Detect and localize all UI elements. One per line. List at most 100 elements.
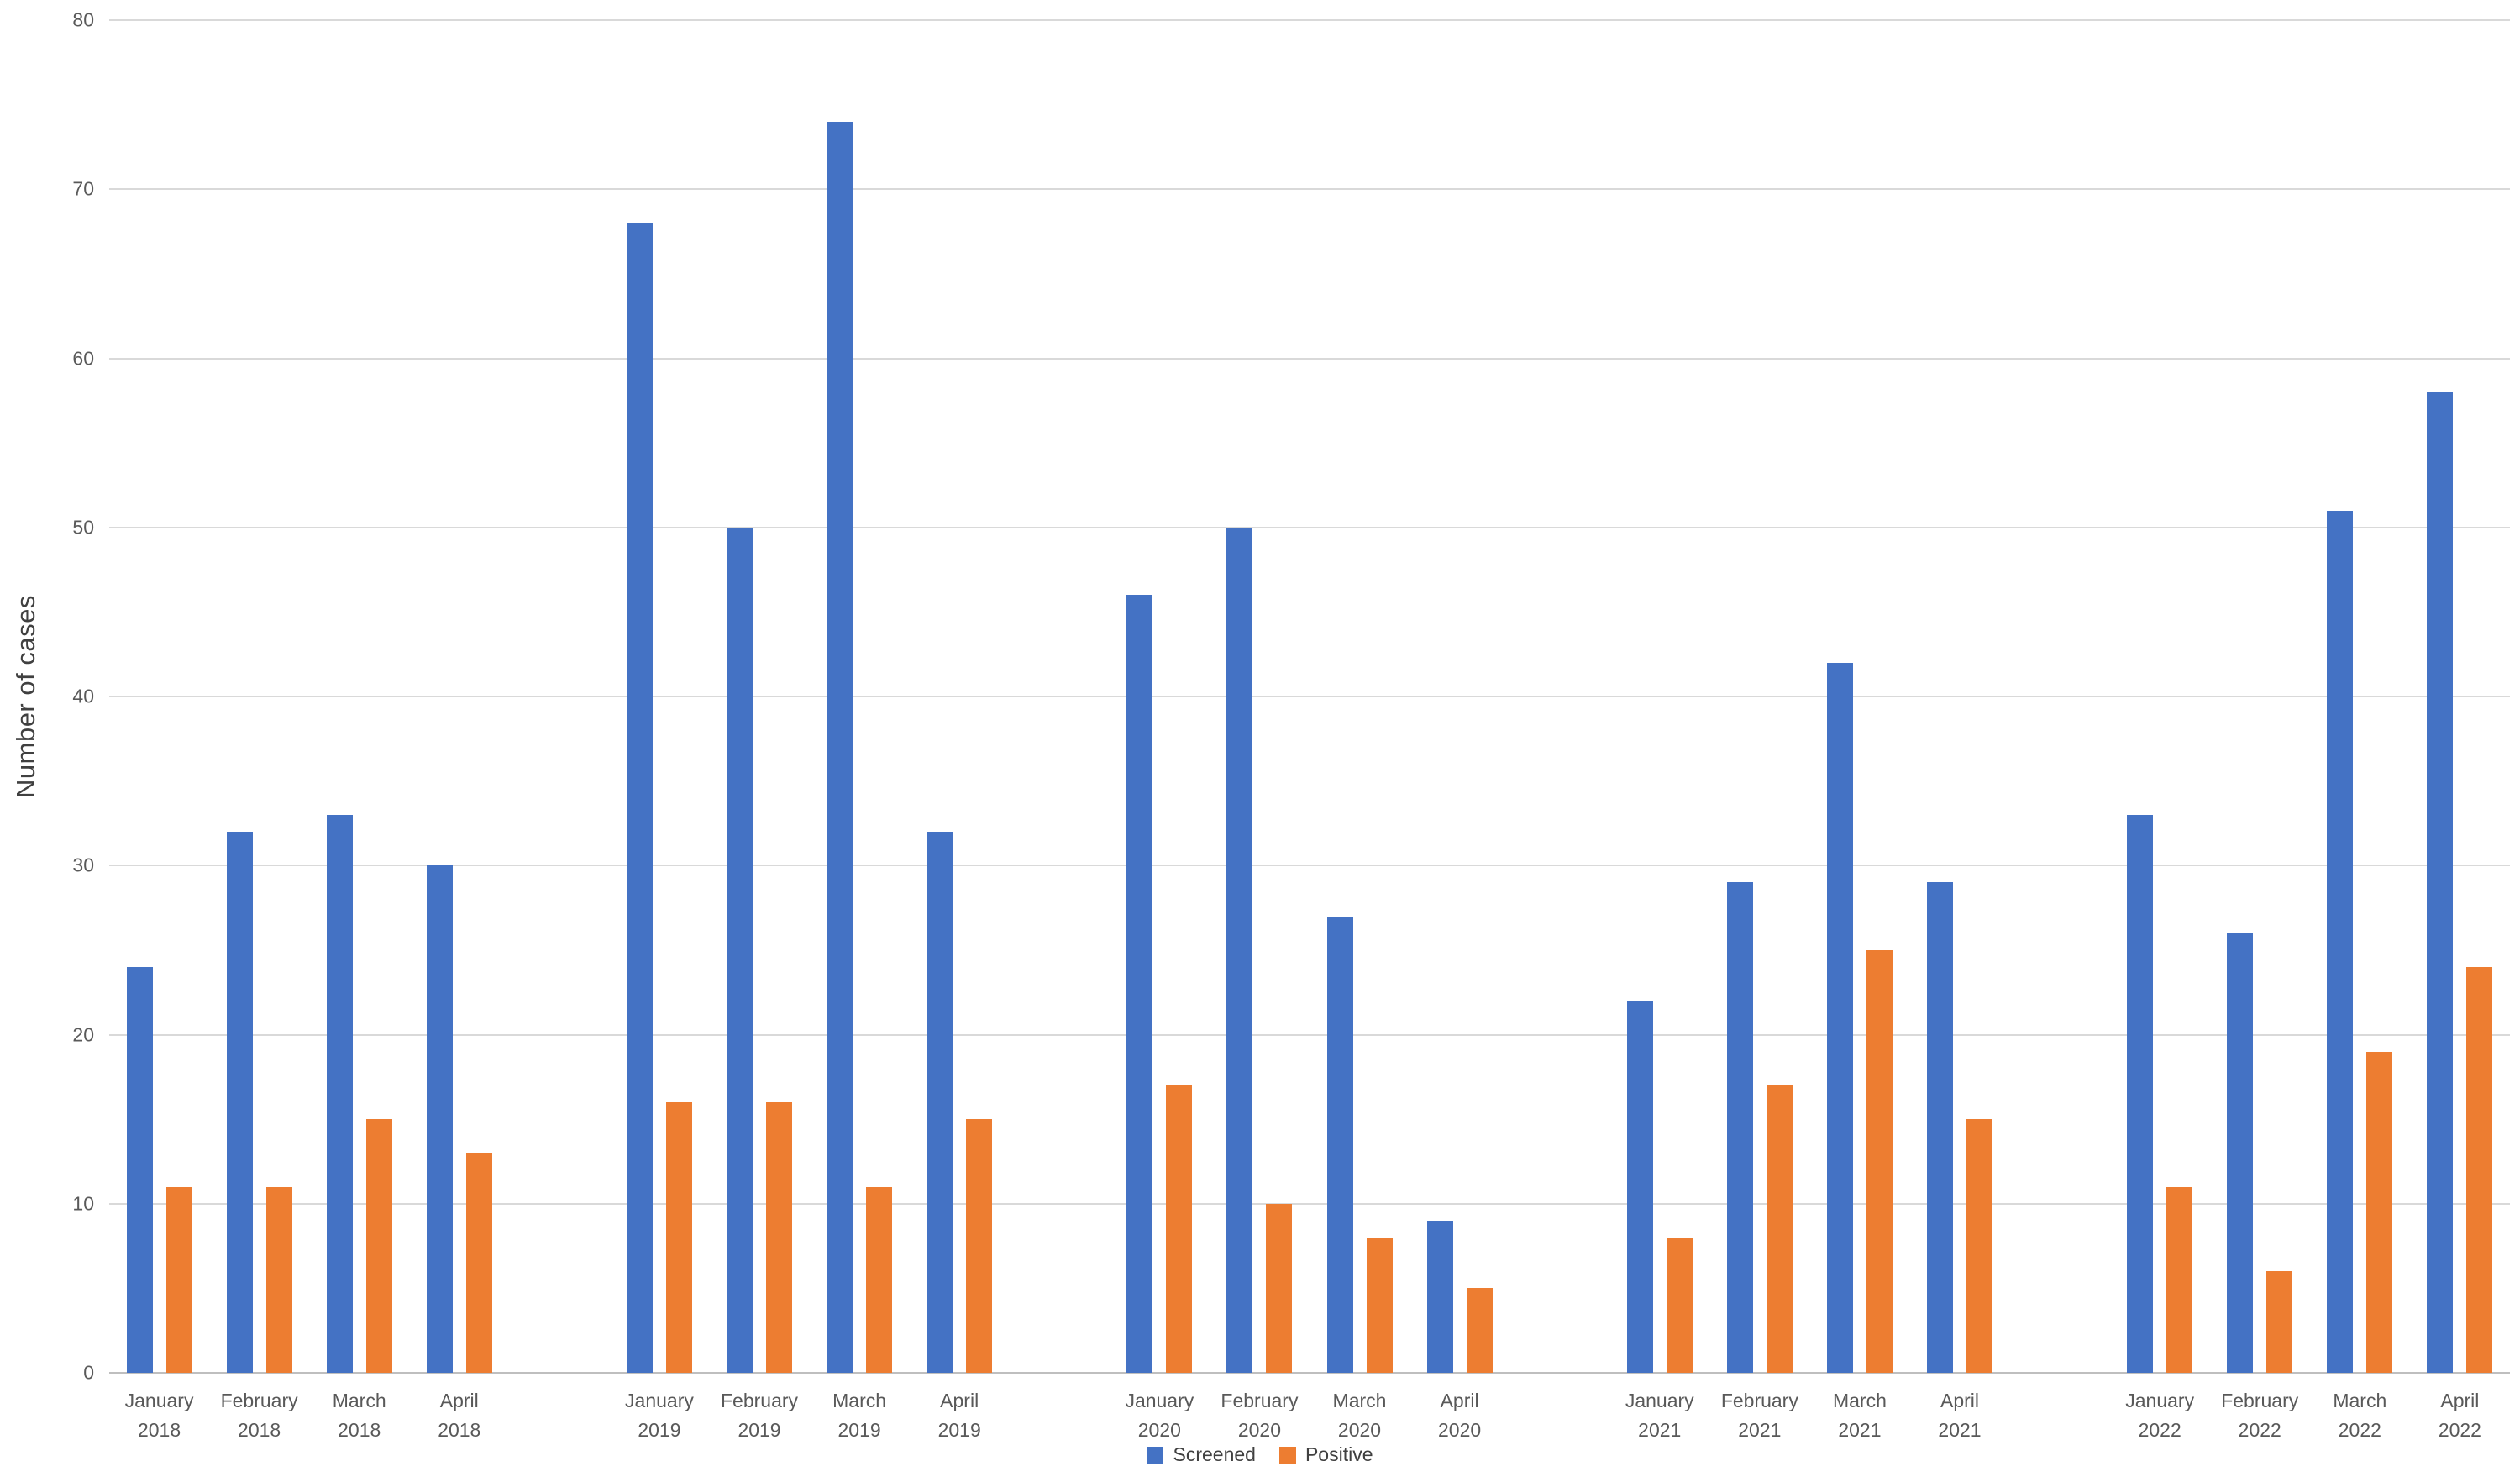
bar-screened	[1826, 662, 1853, 1373]
year-gap	[509, 20, 609, 1373]
x-axis-label: February 2021	[1709, 1386, 1809, 1444]
bar-screened	[727, 527, 753, 1373]
bar-group	[1709, 20, 1809, 1373]
bar-screened	[1926, 882, 1953, 1373]
bar-pair	[1326, 20, 1393, 1373]
x-axis-label-month: February	[721, 1390, 799, 1411]
bar-screened	[927, 832, 953, 1373]
x-axis-label-month: January	[1625, 1390, 1694, 1411]
x-axis-label-year: 2020	[1438, 1418, 1482, 1441]
x-axis-label: January 2018	[109, 1386, 209, 1444]
x-axis-label-year: 2019	[638, 1418, 681, 1441]
legend-item-screened: Screened	[1147, 1443, 1256, 1466]
x-axis-label-month: April	[1940, 1390, 1979, 1411]
bar-pair	[626, 20, 692, 1373]
gridline	[109, 19, 2510, 21]
x-axis-label-month: February	[1720, 1390, 1798, 1411]
x-axis-label-year: 2020	[1237, 1418, 1282, 1441]
year-gap	[1509, 20, 1609, 1373]
x-axis-label-month: January	[1125, 1390, 1194, 1411]
bar-screened	[1126, 595, 1153, 1373]
x-axis-label-year: 2018	[438, 1418, 481, 1441]
bar-positive	[1866, 949, 1893, 1373]
x-axis-label-year: 2019	[937, 1418, 981, 1441]
x-axis-label-month: March	[1332, 1390, 1387, 1411]
x-axis-labels: January 2018 February 2018 March 2018 April 201…	[109, 1386, 2510, 1444]
bar-pair	[1926, 20, 1992, 1373]
y-axis-tick-label: 40	[72, 685, 94, 707]
plot-area	[109, 19, 2510, 1374]
legend-swatch-screened-icon	[1147, 1446, 1164, 1464]
bar-group	[109, 20, 209, 1373]
x-axis-label-year: 2021	[1938, 1418, 1982, 1441]
x-axis-label: April 2018	[409, 1386, 509, 1444]
year-group	[109, 20, 509, 1373]
y-axis-tick-label: 10	[72, 1192, 94, 1215]
bar-screened	[1626, 1001, 1653, 1373]
bar-pair	[1726, 20, 1793, 1373]
x-axis-label-month: March	[1832, 1390, 1887, 1411]
bar-pair	[1426, 20, 1493, 1373]
legend-swatch-positive-icon	[1278, 1446, 1296, 1464]
bar-group	[1909, 20, 2009, 1373]
x-axis-label-month: March	[832, 1390, 887, 1411]
bar-group	[2410, 20, 2510, 1373]
bar-pair	[1626, 20, 1693, 1373]
gridline	[109, 1033, 2510, 1036]
x-axis-label-year: 2022	[2438, 1418, 2481, 1441]
gridline	[109, 357, 2510, 360]
gridline	[109, 188, 2510, 191]
x-axis-label-year: 2020	[1337, 1418, 1382, 1441]
year-gap	[1010, 1386, 1110, 1444]
bar-pair	[927, 20, 993, 1373]
bar-screened	[827, 121, 853, 1373]
x-axis-label-month: February	[220, 1390, 298, 1411]
bar-group	[1110, 20, 1210, 1373]
year-gap	[1509, 1386, 1609, 1444]
bar-screened	[1226, 527, 1253, 1373]
year-gap	[1010, 20, 1110, 1373]
x-axis-label: April 2021	[1909, 1386, 2009, 1444]
gridline	[109, 1202, 2510, 1205]
x-axis-label: April 2022	[2410, 1386, 2510, 1444]
bar-pair	[1126, 20, 1193, 1373]
x-axis-label-month: April	[2440, 1390, 2480, 1411]
x-axis-label: February 2019	[709, 1386, 809, 1444]
x-axis-label-month: February	[2221, 1390, 2299, 1411]
bar-positive	[1366, 1238, 1393, 1373]
bar-positive	[1166, 1085, 1193, 1373]
gridline	[109, 526, 2510, 528]
bar-screened	[2227, 933, 2254, 1373]
year-group	[1609, 20, 2009, 1373]
bar-group	[209, 20, 309, 1373]
x-axis-label-year: 2021	[1838, 1418, 1882, 1441]
x-axis-label: February 2020	[1210, 1386, 1310, 1444]
bar-positive	[1466, 1288, 1493, 1373]
x-axis-label: January 2022	[2110, 1386, 2210, 1444]
bar-pair	[326, 20, 392, 1373]
bar-pair	[1226, 20, 1293, 1373]
year-label-group: January 2022 February 2022 March 2022 April 202…	[2110, 1386, 2510, 1444]
x-axis-label-month: April	[1440, 1390, 1479, 1411]
bar-screened	[626, 223, 653, 1373]
y-axis-tick-label: 20	[72, 1023, 94, 1045]
bar-group	[1809, 20, 1909, 1373]
bar-positive	[2166, 1186, 2193, 1373]
x-axis-label: January 2019	[609, 1386, 709, 1444]
x-axis-label-year: 2019	[738, 1418, 781, 1441]
bar-pair	[827, 20, 893, 1373]
year-gap	[2010, 20, 2110, 1373]
gridline	[109, 696, 2510, 697]
bar-group	[1410, 20, 1509, 1373]
bar-positive	[2366, 1051, 2393, 1373]
bar-screened	[1426, 1220, 1453, 1373]
bar-screened	[226, 832, 253, 1373]
year-group	[1110, 20, 1509, 1373]
bar-pair	[727, 20, 793, 1373]
year-label-group: January 2018 February 2018 March 2018 April 201…	[109, 1386, 509, 1444]
x-axis-label: March 2021	[1809, 1386, 1909, 1444]
bar-positive	[1766, 1085, 1793, 1373]
x-axis-label: January 2021	[1609, 1386, 1709, 1444]
x-axis-label-year: 2022	[2138, 1418, 2181, 1441]
